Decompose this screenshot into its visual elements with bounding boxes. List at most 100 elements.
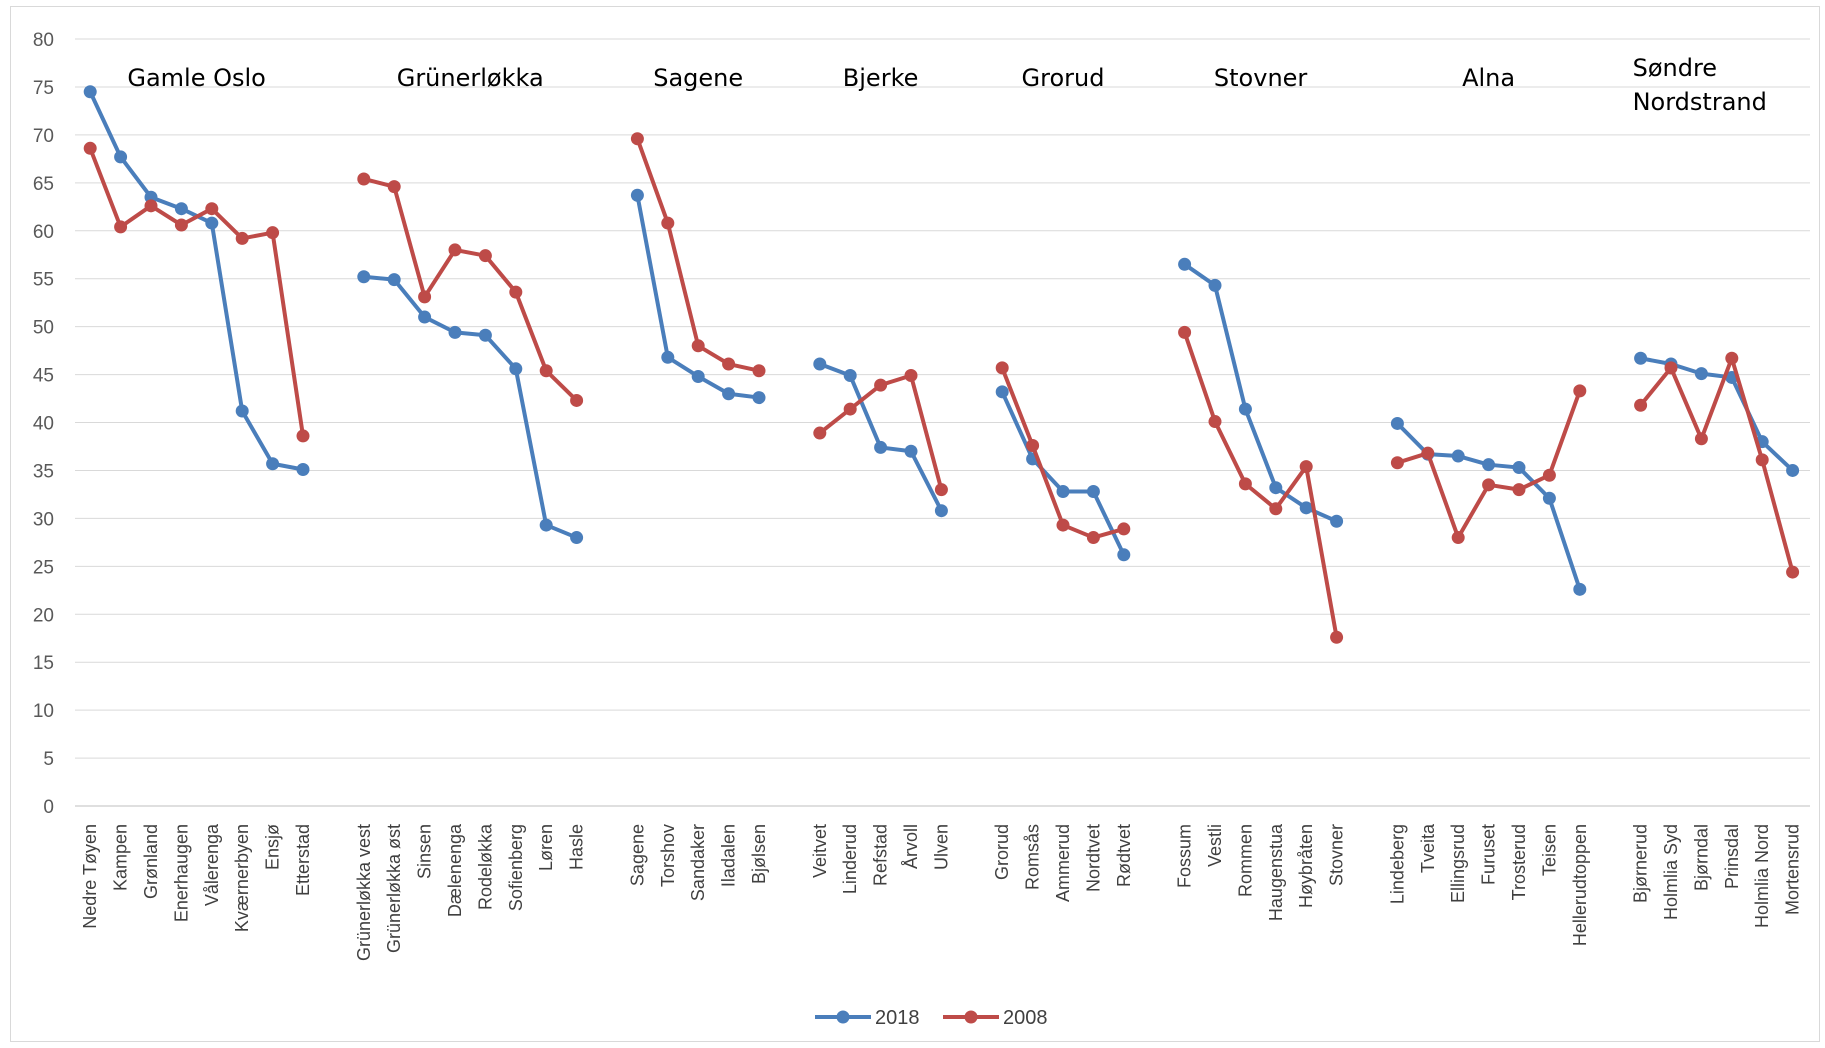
data-point <box>1269 481 1283 495</box>
data-point <box>1451 449 1465 463</box>
data-point <box>630 132 644 146</box>
category-label: Haugenstua <box>1266 823 1286 921</box>
y-tick-label: 65 <box>33 174 54 195</box>
data-point <box>478 249 492 263</box>
group-title: Stovner <box>1214 64 1308 92</box>
data-point <box>1117 522 1131 536</box>
data-point <box>661 216 675 230</box>
data-point <box>509 285 523 299</box>
data-point <box>174 218 188 232</box>
data-point <box>1451 531 1465 545</box>
data-point <box>722 387 736 401</box>
data-point <box>1269 502 1283 516</box>
data-point <box>114 220 128 234</box>
data-point <box>83 85 97 99</box>
data-point <box>1573 384 1587 398</box>
category-label: Rommen <box>1235 824 1255 897</box>
gridlines <box>75 38 1810 807</box>
data-point <box>1634 351 1648 365</box>
data-point <box>539 364 553 378</box>
category-label: Ellingsrud <box>1448 824 1468 903</box>
data-point <box>1573 582 1587 596</box>
y-tick-label: 60 <box>33 222 54 243</box>
data-point <box>1694 367 1708 381</box>
category-label: Kampen <box>111 824 131 891</box>
data-point <box>1390 416 1404 430</box>
category-label: Ensjø <box>263 824 283 870</box>
chart-frame <box>10 6 1820 1042</box>
series-2008 <box>83 132 1800 644</box>
data-point <box>1330 630 1344 644</box>
category-label: Linderud <box>840 824 860 894</box>
category-label: Etterstad <box>293 824 313 896</box>
category-label: Bjølsen <box>749 824 769 884</box>
data-point <box>418 310 432 324</box>
group-title-line: Søndre <box>1633 54 1717 82</box>
data-point <box>722 357 736 371</box>
y-tick-label: 20 <box>33 605 54 626</box>
legend-marker <box>836 1010 850 1024</box>
data-point <box>1512 461 1526 475</box>
category-label: Enerhaugen <box>171 824 191 922</box>
y-tick-label: 55 <box>33 270 54 291</box>
category-label: Vestli <box>1205 824 1225 867</box>
data-point <box>296 429 310 443</box>
data-point <box>1330 514 1344 528</box>
data-point <box>1390 456 1404 470</box>
y-tick-label: 25 <box>33 557 54 578</box>
data-point <box>1542 491 1556 505</box>
data-point <box>752 391 766 405</box>
data-point <box>1482 458 1496 472</box>
category-label: Nordtvet <box>1083 824 1103 892</box>
data-point <box>448 243 462 257</box>
data-point <box>296 462 310 476</box>
category-label: Sofienberg <box>506 824 526 911</box>
y-tick-label: 70 <box>33 126 54 147</box>
category-label: Grorud <box>992 824 1012 880</box>
data-point <box>691 369 705 383</box>
series-line <box>1639 356 1795 573</box>
data-point <box>205 216 219 230</box>
series-line <box>363 177 578 402</box>
category-label: Sinsen <box>415 824 435 879</box>
data-point <box>266 457 280 471</box>
data-point <box>1238 402 1252 416</box>
data-point <box>1512 483 1526 497</box>
data-point <box>995 361 1009 375</box>
data-point <box>1664 361 1678 375</box>
category-label: Grünerløkka øst <box>384 824 404 953</box>
category-label: Hellerudtoppen <box>1570 824 1590 946</box>
category-label: Furuset <box>1479 824 1499 885</box>
group-title: Grünerløkka <box>397 64 544 92</box>
y-tick-label: 5 <box>43 749 54 770</box>
series-line <box>88 90 304 472</box>
category-label: Trosterud <box>1509 824 1529 900</box>
category-label: Mortensrud <box>1783 824 1803 915</box>
data-point <box>1086 485 1100 499</box>
category-label: Sagene <box>627 824 647 886</box>
data-point <box>205 202 219 216</box>
series-line <box>1000 367 1125 540</box>
data-point <box>1178 257 1192 271</box>
data-point <box>1299 460 1313 474</box>
category-label: Prinsdal <box>1722 824 1742 889</box>
group-title: Gamle Oslo <box>127 64 266 92</box>
data-point <box>539 518 553 532</box>
data-point <box>752 364 766 378</box>
data-point <box>1208 278 1222 292</box>
group-title: Sagene <box>653 64 743 92</box>
category-label: Rødtvet <box>1114 824 1134 887</box>
series-line <box>1182 331 1339 638</box>
data-point <box>235 231 249 245</box>
data-point <box>418 290 432 304</box>
y-tick-label: 10 <box>33 701 54 722</box>
category-label: Holmlia Nord <box>1752 824 1772 928</box>
data-point <box>174 202 188 216</box>
data-point <box>144 199 158 213</box>
data-point <box>357 270 371 284</box>
data-point <box>661 350 675 364</box>
data-point <box>630 188 644 202</box>
category-label: Bjørnerud <box>1631 824 1651 903</box>
category-label: Fossum <box>1175 824 1195 888</box>
category-label: Grünerløkka vest <box>354 824 374 961</box>
